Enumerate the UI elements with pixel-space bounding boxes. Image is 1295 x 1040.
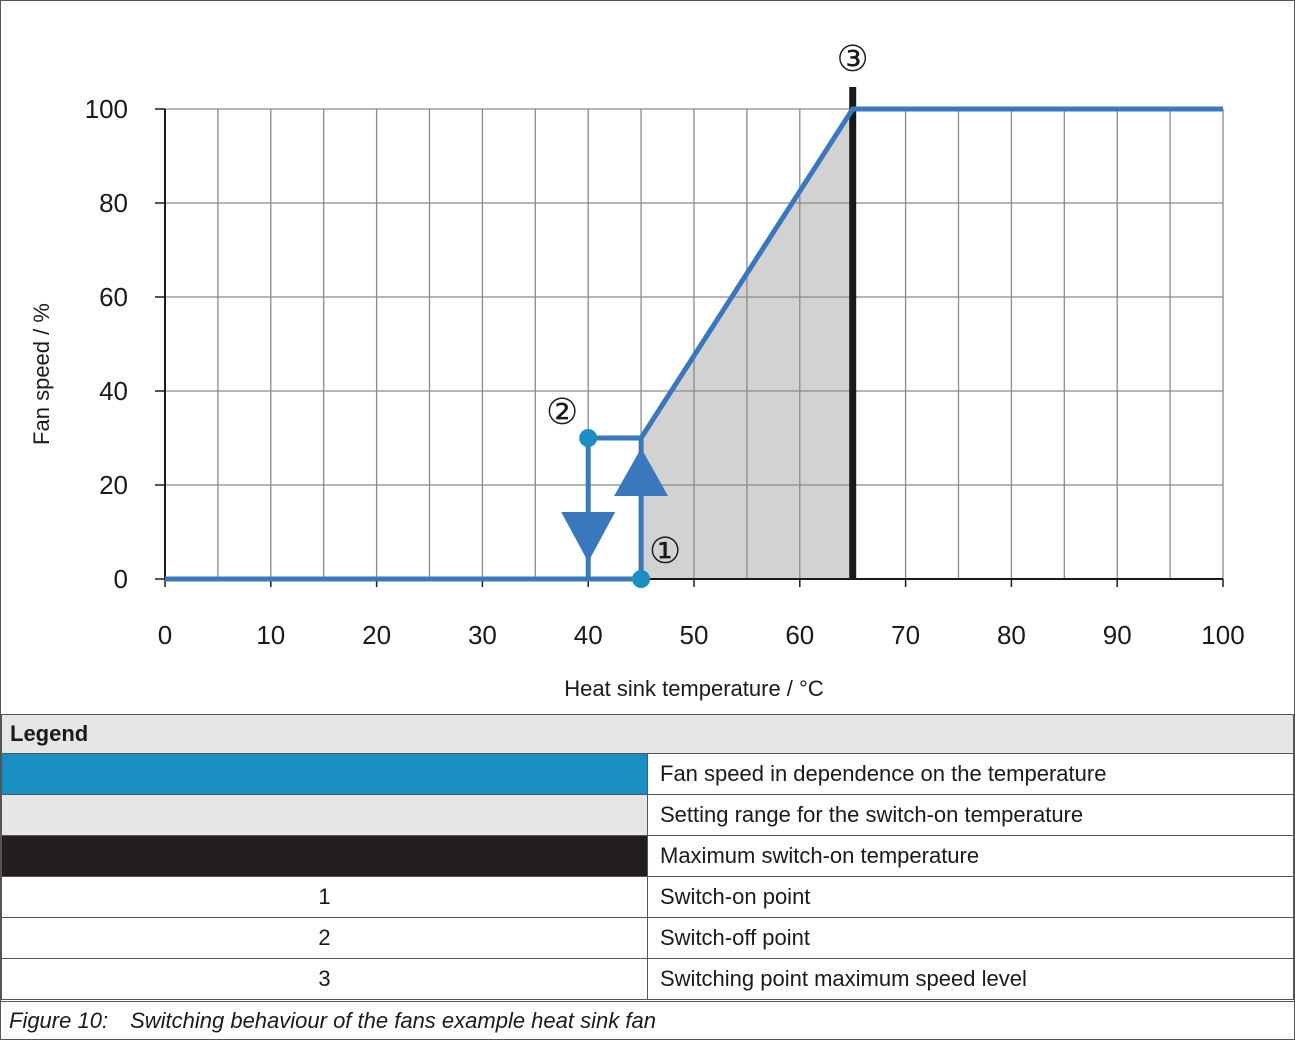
- y-tick-label: 60: [99, 282, 128, 312]
- x-tick-label: 100: [1201, 620, 1244, 650]
- x-tick-label: 70: [891, 620, 920, 650]
- caption-text: Switching behaviour of the fans example …: [130, 1008, 656, 1033]
- switch-off-point: [579, 429, 598, 447]
- switch-on-point: [632, 570, 651, 588]
- legend-swatch-max-temperature: [1, 835, 648, 877]
- y-tick-label: 20: [99, 470, 128, 500]
- legend-text: Switch-off point: [647, 917, 1294, 959]
- x-tick-label: 80: [997, 620, 1026, 650]
- legend-text: Fan speed in dependence on the temperatu…: [647, 753, 1294, 795]
- x-tick-label: 60: [785, 620, 814, 650]
- figure-caption: Figure 10: Switching behaviour of the fan…: [1, 1001, 1294, 1039]
- x-tick-label: 20: [362, 620, 391, 650]
- legend-key-2: 2: [1, 917, 648, 959]
- marker-label: ③: [837, 39, 869, 80]
- x-tick-label: 50: [680, 620, 709, 650]
- y-tick-label: 0: [114, 564, 128, 594]
- legend-text: Setting range for the switch-on temperat…: [647, 794, 1294, 836]
- down-arrow: [561, 512, 616, 562]
- y-tick-label: 40: [99, 376, 128, 406]
- x-tick-label: 0: [158, 620, 172, 650]
- legend-swatch-setting-range: [1, 794, 648, 836]
- legend-key-3: 3: [1, 958, 648, 1000]
- y-tick-label: 80: [99, 188, 128, 218]
- x-tick-label: 40: [574, 620, 603, 650]
- legend-row: 2 Switch-off point: [1, 917, 1294, 959]
- legend-text: Switch-on point: [647, 876, 1294, 918]
- legend-row: Setting range for the switch-on temperat…: [1, 794, 1294, 836]
- x-tick-label: 10: [256, 620, 285, 650]
- up-arrow: [614, 448, 669, 496]
- fan-speed-line: [165, 106, 1223, 582]
- marker-label: ①: [649, 531, 681, 572]
- legend-row: Maximum switch-on temperature: [1, 835, 1294, 877]
- legend-table: Legend Fan speed in dependence on the te…: [1, 714, 1294, 1000]
- y-tick-label: 100: [85, 94, 128, 124]
- legend-key-1: 1: [1, 876, 648, 918]
- caption-label: Figure 10:: [9, 1008, 109, 1033]
- legend-row: Fan speed in dependence on the temperatu…: [1, 753, 1294, 795]
- chart-area: 0 10 20 30 40 50 60 70 80 90 100 0 20 40 60 80 100 Heat s…: [1, 1, 1294, 714]
- fan-speed-chart: 0 10 20 30 40 50 60 70 80 90 100 0 20 40 60 80 100 Heat s…: [29, 39, 1245, 701]
- legend-text: Maximum switch-on temperature: [647, 835, 1294, 877]
- legend-swatch-fan-speed: [1, 753, 648, 795]
- legend-row: 3 Switching point maximum speed level: [1, 958, 1294, 1000]
- marker-label: ②: [546, 392, 578, 433]
- x-tick-label: 90: [1103, 620, 1132, 650]
- legend-header-row: Legend: [1, 714, 1294, 754]
- legend-row: 1 Switch-on point: [1, 876, 1294, 918]
- x-tick-label: 30: [468, 620, 497, 650]
- x-axis-label: Heat sink temperature / °C: [564, 676, 824, 701]
- legend-title: Legend: [1, 714, 1294, 754]
- legend-text: Switching point maximum speed level: [647, 958, 1294, 1000]
- y-axis-label: Fan speed / %: [29, 303, 54, 445]
